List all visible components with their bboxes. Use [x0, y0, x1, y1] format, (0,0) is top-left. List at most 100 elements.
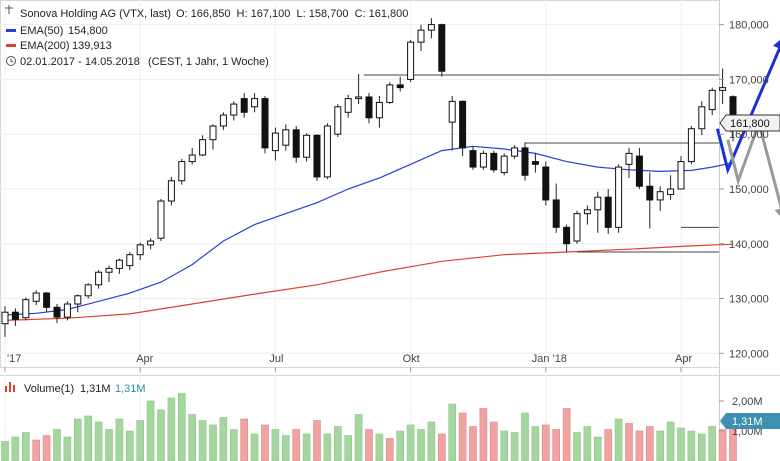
candle-body-down [490, 152, 498, 171]
candle-body-up [95, 271, 103, 286]
candle [199, 135, 207, 157]
candle-body-down [531, 161, 539, 165]
candle-body-up [667, 188, 675, 195]
candle [240, 93, 248, 118]
candle [105, 265, 113, 283]
candle-body-up [32, 292, 40, 302]
volume-bar [74, 418, 82, 461]
candle [573, 210, 581, 244]
volume-bar [281, 435, 290, 461]
volume-bar [105, 429, 113, 461]
candle-body-up [719, 87, 727, 91]
candle [386, 82, 394, 105]
candle [656, 186, 664, 211]
candle-body-up [251, 98, 259, 108]
volume-bar [479, 408, 488, 461]
candle-body-down [563, 226, 571, 245]
candle [615, 164, 623, 233]
volume-bar [240, 418, 248, 461]
last-volume-badge: 1,31M [720, 413, 780, 429]
candle-body-down [438, 24, 446, 72]
volume-header: Volume(1) 1,31M 1,31M [5, 382, 146, 395]
candle [157, 198, 165, 242]
candle [459, 100, 467, 157]
volume-series [1, 393, 737, 461]
candle [531, 153, 539, 173]
volume-bar [292, 429, 301, 461]
candle-body-up [573, 213, 581, 242]
ema50-series [4, 145, 734, 316]
candle [11, 308, 19, 326]
candle-body-up [417, 29, 425, 43]
candle-body-up [656, 191, 664, 201]
volume-bars-icon [5, 382, 15, 392]
candle [563, 224, 571, 252]
candle [469, 146, 477, 170]
volume-bar [573, 432, 581, 461]
candle [303, 133, 311, 162]
volume-bar [250, 433, 259, 461]
candle-body-down [292, 129, 300, 158]
candle-body-down [396, 84, 404, 89]
candle-body-up [199, 139, 207, 156]
candle [542, 161, 550, 206]
ema200-series [4, 243, 734, 321]
candle-body-up [1, 311, 9, 325]
candle [594, 191, 602, 233]
candle [552, 183, 560, 233]
candle-body-down [313, 134, 321, 178]
volume-bar [469, 426, 477, 461]
volume-bar [167, 397, 176, 461]
candle-body-up [687, 128, 695, 163]
volume-bar [32, 439, 41, 461]
volume-bar [427, 421, 436, 461]
volume-bar [230, 429, 238, 461]
volume-bar [53, 429, 61, 461]
volume-bar [552, 429, 561, 461]
volume-bar [63, 436, 72, 461]
volume-bar [666, 421, 675, 461]
price-tick-label: 150,000 [729, 184, 769, 196]
candle [417, 24, 425, 51]
volume-bar [448, 403, 457, 461]
candle [448, 95, 456, 151]
volume-bar [115, 418, 124, 461]
candle [365, 93, 373, 124]
candle-body-down [240, 98, 248, 113]
candle-body-up [126, 254, 134, 267]
scenario-arrow-head [773, 39, 780, 49]
candle-body-up [323, 125, 331, 178]
candle [511, 145, 519, 159]
instrument-name: Sonova Holding AG (VTX, last) [20, 8, 171, 20]
candle-body-down [365, 96, 373, 119]
volume-bar [198, 420, 207, 461]
price-tick-label: 160,000 [729, 129, 769, 141]
candle-body-up [105, 267, 113, 273]
candle [344, 94, 352, 118]
volume-bar [593, 436, 602, 461]
volume-bar [313, 420, 321, 461]
volume-bar [489, 421, 498, 461]
candle-body-down [459, 100, 467, 149]
volume-bar [11, 436, 20, 461]
volume-bar [656, 430, 665, 461]
candle-body-up [63, 303, 71, 318]
scenario-arrow-path [726, 118, 780, 209]
volume-tick-label: 2,00M [732, 396, 763, 408]
candle-body-up [448, 100, 456, 123]
volume-bar [396, 430, 405, 461]
candle [22, 297, 30, 321]
volume-bar [531, 426, 540, 461]
candle-body-up [303, 134, 311, 158]
price-tick-label: 180,000 [729, 20, 769, 32]
volume-bar [178, 393, 186, 461]
candle-body-up [282, 129, 290, 146]
price-tick-label: 120,000 [729, 348, 769, 360]
volume-bar [677, 427, 685, 461]
candle [219, 112, 227, 130]
volume-bar [604, 429, 613, 461]
volume-value-1: 1,31M [80, 383, 111, 395]
volume-bar [697, 433, 706, 461]
price-axis: 180,000 170,000 160,000 150,000 140,000 130,0… [719, 20, 769, 360]
ohlc-values: O: 166,850 H: 167,100 L: 158,700 C: 161,… [176, 8, 408, 20]
